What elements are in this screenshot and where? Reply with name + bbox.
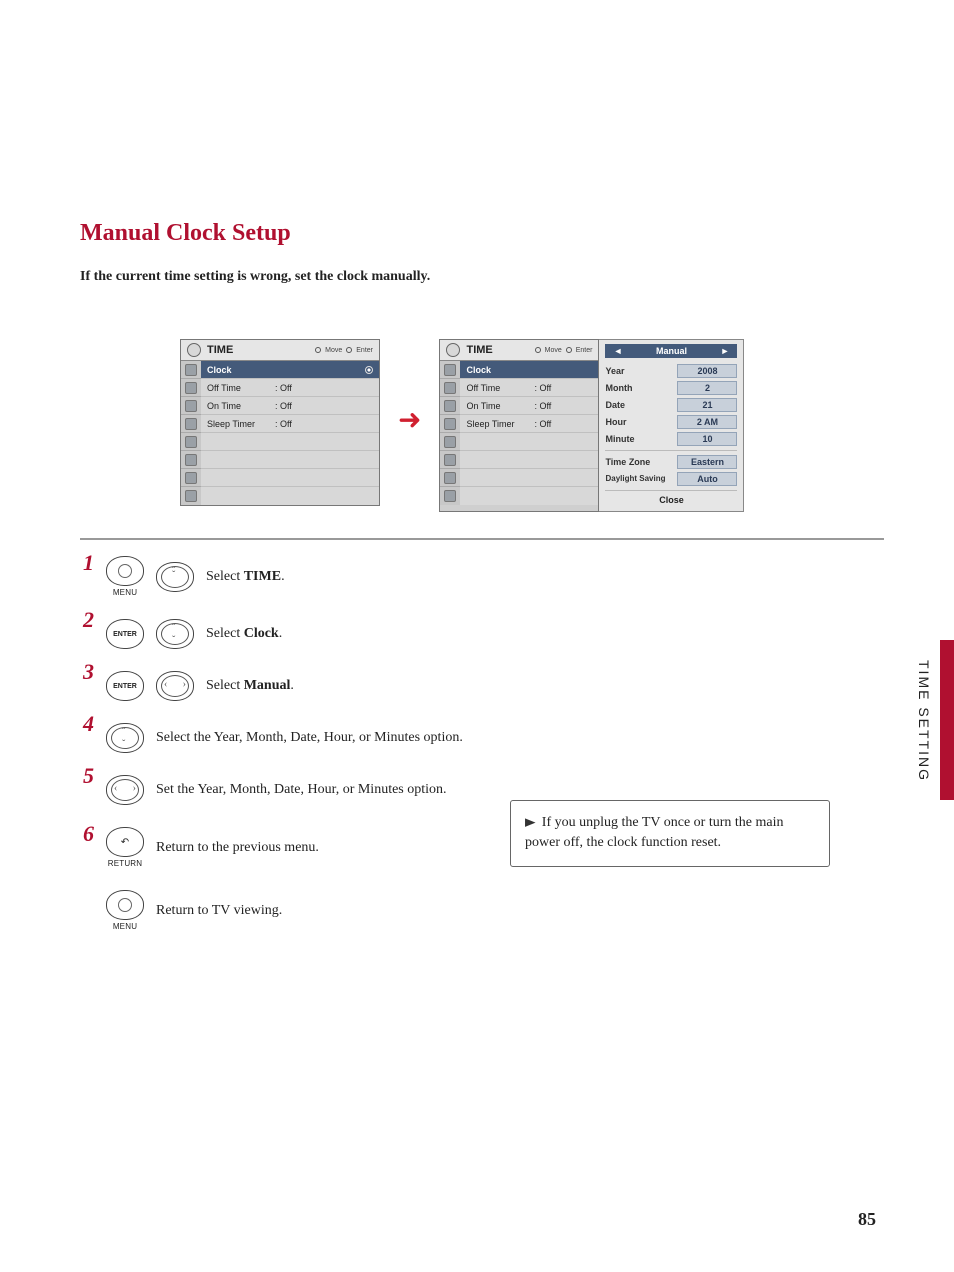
menu-icon [185, 472, 197, 484]
dpad-updown-icon [156, 619, 194, 649]
menu-icon [185, 364, 197, 376]
osd-row[interactable]: On Time: Off [201, 397, 379, 415]
chevron-right-icon[interactable]: ► [721, 346, 730, 356]
menu-icon [185, 454, 197, 466]
note-box: ▶If you unplug the TV once or turn the m… [510, 800, 830, 867]
params-panel: ◄ Manual ► Year2008 Month2 Date21 Hour2 … [599, 339, 744, 512]
step-1: 1 MENU Select TIME. [80, 556, 884, 597]
step-number: 6 [80, 821, 94, 847]
step-7: MENU Return to TV viewing. [80, 890, 884, 931]
section-label: TIME SETTING [916, 660, 932, 782]
step-text: Select Manual. [206, 678, 294, 694]
close-button[interactable]: Close [605, 490, 737, 505]
menu-icon [185, 490, 197, 502]
osd-hint: Move Enter [315, 347, 373, 354]
osd-panels-row: TIME Move Enter [180, 339, 884, 512]
side-tab [940, 640, 954, 800]
step-text: Select TIME. [206, 569, 285, 585]
clock-icon [187, 343, 201, 357]
page-title: Manual Clock Setup [80, 220, 884, 247]
dpad-leftright-icon [106, 775, 144, 805]
dpad-updown-icon [106, 723, 144, 753]
osd-panel-right: TIME Move Enter Clock Off T [439, 339, 744, 512]
step-number: 4 [80, 711, 94, 737]
radio-icon [365, 366, 373, 374]
step-number: 2 [80, 607, 94, 633]
steps-list: 1 MENU Select TIME. 2 ENTER Select Clock… [80, 556, 884, 931]
dpad-full-icon [156, 562, 194, 592]
remote-enter-button: ENTER [106, 619, 144, 649]
menu-icon [185, 382, 197, 394]
osd-list: Clock Off Time: Off On Time: Off Sleep T… [201, 361, 379, 505]
remote-menu-button: MENU [106, 890, 144, 931]
step-3: 3 ENTER Select Manual. [80, 671, 884, 701]
param-row[interactable]: Year2008 [605, 364, 737, 378]
param-row[interactable]: Month2 [605, 381, 737, 395]
param-row[interactable]: Date21 [605, 398, 737, 412]
divider [80, 538, 884, 540]
mode-selector[interactable]: ◄ Manual ► [605, 344, 737, 358]
mode-label: Manual [656, 346, 687, 356]
param-row[interactable]: Hour2 AM [605, 415, 737, 429]
osd-row[interactable]: Sleep Timer: Off [201, 415, 379, 433]
osd-row[interactable]: Off Time: Off [201, 379, 379, 397]
param-row[interactable]: Daylight SavingAuto [605, 472, 737, 486]
osd-row[interactable]: Off Time: Off [460, 379, 598, 397]
osd-icon-rail [181, 361, 201, 505]
triangle-icon: ▶ [525, 815, 536, 831]
step-number: 5 [80, 763, 94, 789]
note-text: If you unplug the TV once or turn the ma… [525, 815, 784, 850]
osd-header: TIME Move Enter [181, 340, 379, 361]
step-text: Return to TV viewing. [156, 903, 282, 919]
menu-icon [185, 418, 197, 430]
menu-icon [185, 400, 197, 412]
page-number: 85 [858, 1209, 876, 1230]
remote-return-button: ↶ RETURN [106, 827, 144, 868]
step-number: 3 [80, 659, 94, 685]
osd-row-label: Clock [207, 365, 265, 375]
osd-panel-left: TIME Move Enter [180, 339, 380, 506]
arrow-right-icon: ➜ [398, 403, 421, 437]
osd-title: TIME [207, 344, 309, 356]
osd-title: TIME [466, 344, 528, 356]
remote-menu-button: MENU [106, 556, 144, 597]
osd-row-selected[interactable]: Clock [460, 361, 598, 379]
osd-row-selected[interactable]: Clock [201, 361, 379, 379]
param-row[interactable]: Time ZoneEastern [605, 455, 737, 469]
param-row[interactable]: Minute10 [605, 432, 737, 446]
osd-row[interactable]: Sleep Timer: Off [460, 415, 598, 433]
osd-row[interactable]: On Time: Off [460, 397, 598, 415]
step-text: Return to the previous menu. [156, 840, 319, 856]
chevron-left-icon[interactable]: ◄ [613, 346, 622, 356]
step-2: 2 ENTER Select Clock. [80, 619, 884, 649]
page-subtitle: If the current time setting is wrong, se… [80, 269, 884, 285]
dpad-leftright-icon [156, 671, 194, 701]
osd-hint: Move Enter [535, 347, 593, 354]
clock-icon [446, 343, 460, 357]
step-number: 1 [80, 550, 94, 576]
step-text: Select the Year, Month, Date, Hour, or M… [156, 729, 463, 748]
step-4: 4 Select the Year, Month, Date, Hour, or… [80, 723, 884, 753]
remote-enter-button: ENTER [106, 671, 144, 701]
step-text: Set the Year, Month, Date, Hour, or Minu… [156, 781, 447, 800]
menu-icon [185, 436, 197, 448]
step-text: Select Clock. [206, 626, 282, 642]
